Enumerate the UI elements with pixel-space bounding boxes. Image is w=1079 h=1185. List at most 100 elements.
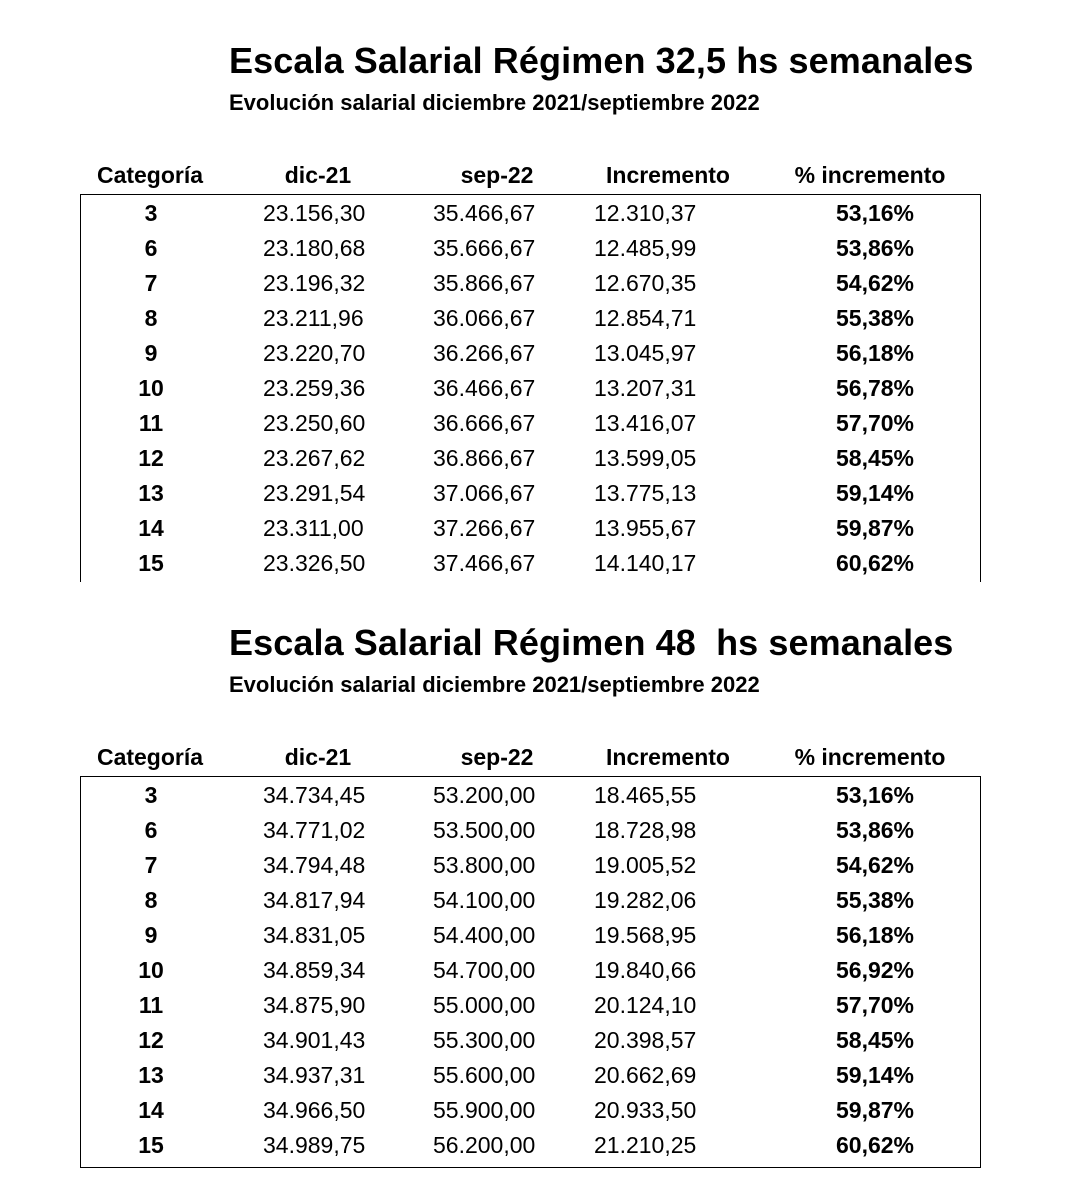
increment-cell: 12.854,71 [594,305,697,331]
increment-cell: 20.933,50 [594,1097,697,1123]
sep-22-cell: 35.466,67 [433,200,536,226]
increment-cell: 13.207,31 [594,375,697,401]
header-sep-22: sep-22 [460,162,534,188]
dic-21-cell: 34.937,31 [263,1062,366,1088]
sep-22-cell: 53.200,00 [433,782,536,808]
increment-cell: 13.775,13 [594,480,697,506]
sep-22-cell: 37.066,67 [433,480,536,506]
dic-21-cell: 23.326,50 [263,550,366,576]
table-row: 6 23.180,68 35.666,67 12.485,99 53,86% [81,231,980,266]
increment-cell: 20.398,57 [594,1027,697,1053]
pct-increment-cell: 56,78% [835,375,914,401]
increment-cell: 13.045,97 [594,340,697,366]
pct-increment-cell: 59,14% [835,1062,914,1088]
pct-increment-cell: 57,70% [835,992,914,1018]
increment-cell: 13.955,67 [594,515,697,541]
table-row: 7 34.794,48 53.800,00 19.005,52 54,62% [81,848,980,883]
category-cell: 14 [138,515,164,541]
pct-increment-cell: 59,14% [835,480,914,506]
category-cell: 3 [144,200,158,226]
dic-21-cell: 23.311,00 [263,515,364,541]
sep-22-cell: 54.100,00 [433,887,536,913]
pct-increment-cell: 56,92% [835,957,914,983]
dic-21-cell: 34.817,94 [263,887,366,913]
category-cell: 9 [144,340,158,366]
sep-22-cell: 36.066,67 [433,305,536,331]
category-cell: 15 [138,550,164,576]
increment-cell: 12.310,37 [594,200,697,226]
sep-22-cell: 55.600,00 [433,1062,536,1088]
dic-21-cell: 34.831,05 [263,922,366,948]
table-row: 3 23.156,30 35.466,67 12.310,37 53,16% [81,196,980,231]
increment-cell: 14.140,17 [594,550,697,576]
sep-22-cell: 36.866,67 [433,445,536,471]
table-row: 8 34.817,94 54.100,00 19.282,06 55,38% [81,883,980,918]
sep-22-cell: 55.000,00 [433,992,536,1018]
increment-cell: 19.568,95 [594,922,697,948]
category-cell: 10 [138,957,164,983]
sep-22-cell: 37.466,67 [433,550,536,576]
pct-increment-cell: 53,86% [835,817,914,843]
category-cell: 3 [144,782,158,808]
table-subtitle: Evolución salarial diciembre 2021/septie… [229,672,760,697]
pct-increment-cell: 57,70% [835,410,914,436]
header-incremento: Incremento [606,162,730,188]
header-dic-21: dic-21 [284,744,352,770]
table-row: 12 34.901,43 55.300,00 20.398,57 58,45% [81,1023,980,1058]
sep-22-cell: 56.200,00 [433,1132,536,1158]
pct-increment-cell: 53,86% [835,235,914,261]
dic-21-cell: 23.250,60 [263,410,366,436]
table-row: 14 34.966,50 55.900,00 20.933,50 59,87% [81,1093,980,1128]
dic-21-cell: 23.267,62 [263,445,366,471]
category-cell: 15 [138,1132,164,1158]
header-pct-incremento: % incremento [794,162,946,188]
salary-table: 3 23.156,30 35.466,67 12.310,37 53,16% 6 23.18… [80,194,981,582]
pct-increment-cell: 58,45% [835,1027,914,1053]
category-cell: 12 [138,445,164,471]
category-cell: 13 [138,480,164,506]
table-subtitle: Evolución salarial diciembre 2021/septie… [229,90,760,115]
category-cell: 7 [144,270,158,296]
sep-22-cell: 35.666,67 [433,235,536,261]
pct-increment-cell: 58,45% [835,445,914,471]
sep-22-cell: 36.466,67 [433,375,536,401]
table-row: 3 34.734,45 53.200,00 18.465,55 53,16% [81,778,980,813]
sep-22-cell: 54.400,00 [433,922,536,948]
sep-22-cell: 55.300,00 [433,1027,536,1053]
category-cell: 11 [138,992,164,1018]
increment-cell: 20.662,69 [594,1062,697,1088]
category-cell: 9 [144,922,158,948]
category-cell: 11 [138,410,164,436]
increment-cell: 12.670,35 [594,270,697,296]
sep-22-cell: 54.700,00 [433,957,536,983]
category-cell: 8 [144,305,158,331]
table-row: 13 34.937,31 55.600,00 20.662,69 59,14% [81,1058,980,1093]
increment-cell: 19.282,06 [594,887,697,913]
table-title: Escala Salarial Régimen 48 hs semanales [229,622,954,663]
pct-increment-cell: 53,16% [835,200,914,226]
dic-21-cell: 23.156,30 [263,200,366,226]
pct-increment-cell: 53,16% [835,782,914,808]
increment-cell: 12.485,99 [594,235,697,261]
table-row: 8 23.211,96 36.066,67 12.854,71 55,38% [81,301,980,336]
header-categoria: Categoría [96,744,204,770]
pct-increment-cell: 60,62% [835,550,914,576]
table-row: 9 23.220,70 36.266,67 13.045,97 56,18% [81,336,980,371]
pct-increment-cell: 56,18% [835,922,914,948]
salary-table: 3 34.734,45 53.200,00 18.465,55 53,16% 6 34.77… [80,776,981,1168]
increment-cell: 19.005,52 [594,852,697,878]
increment-cell: 18.728,98 [594,817,697,843]
increment-cell: 18.465,55 [594,782,697,808]
sep-22-cell: 36.266,67 [433,340,536,366]
increment-cell: 13.599,05 [594,445,697,471]
increment-cell: 20.124,10 [594,992,697,1018]
dic-21-cell: 23.211,96 [263,305,364,331]
dic-21-cell: 23.259,36 [263,375,366,401]
category-cell: 13 [138,1062,164,1088]
pct-increment-cell: 59,87% [835,515,914,541]
dic-21-cell: 34.989,75 [263,1132,366,1158]
dic-21-cell: 34.875,90 [263,992,366,1018]
table-title: Escala Salarial Régimen 32,5 hs semanale… [229,40,974,81]
sep-22-cell: 53.500,00 [433,817,536,843]
dic-21-cell: 34.966,50 [263,1097,366,1123]
